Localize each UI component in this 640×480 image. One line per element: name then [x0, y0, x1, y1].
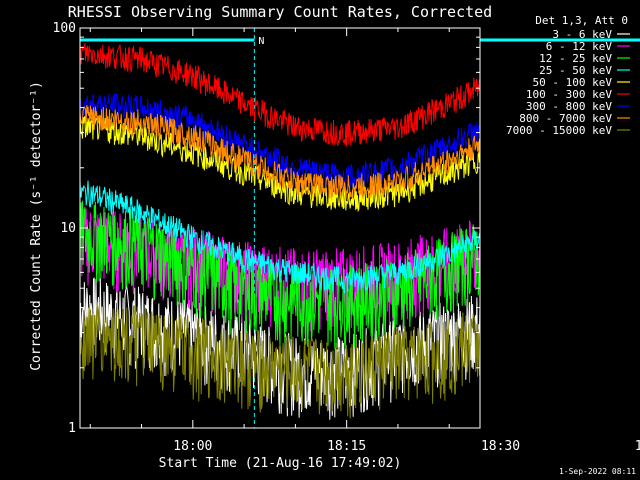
legend-label: 7000 - 15000 keV	[506, 124, 612, 137]
legend-label: 25 - 50 keV	[539, 64, 612, 77]
y-tick-label: 100	[53, 21, 76, 36]
chart-title: RHESSI Observing Summary Count Rates, Co…	[68, 3, 492, 21]
legend-label: 100 - 300 keV	[526, 88, 612, 101]
x-tick-label: 18:00	[173, 439, 212, 454]
legend-label: 300 - 800 keV	[526, 100, 612, 113]
night-label: N	[258, 36, 264, 47]
legend-label: 3 - 6 keV	[552, 28, 612, 41]
series-line-5	[80, 43, 480, 147]
y-tick-label: 10	[60, 221, 76, 236]
series-line-4	[80, 115, 480, 213]
legend-label: 12 - 25 keV	[539, 52, 612, 65]
series-line-7	[80, 105, 480, 201]
legend-label: 6 - 12 keV	[546, 40, 613, 53]
legend-header: Det 1,3, Att 0	[535, 14, 628, 27]
footer-date: 1-Sep-2022 08:11	[559, 467, 636, 476]
legend-label: 800 - 7000 keV	[519, 112, 612, 125]
x-tick-label: 18:15	[327, 439, 366, 454]
x-tick-label: 18:45	[635, 439, 640, 454]
y-axis-label: Corrected Count Rate (s⁻¹ detector⁻¹)	[29, 81, 44, 371]
x-tick-label: 18:30	[481, 439, 520, 454]
series-line-3	[80, 180, 480, 294]
series-line-8	[80, 303, 480, 419]
y-tick-label: 1	[68, 421, 76, 436]
series-line-2	[80, 200, 480, 349]
x-axis-label: Start Time (21-Aug-16 17:49:02)	[159, 456, 402, 471]
legend-label: 50 - 100 keV	[533, 76, 613, 89]
